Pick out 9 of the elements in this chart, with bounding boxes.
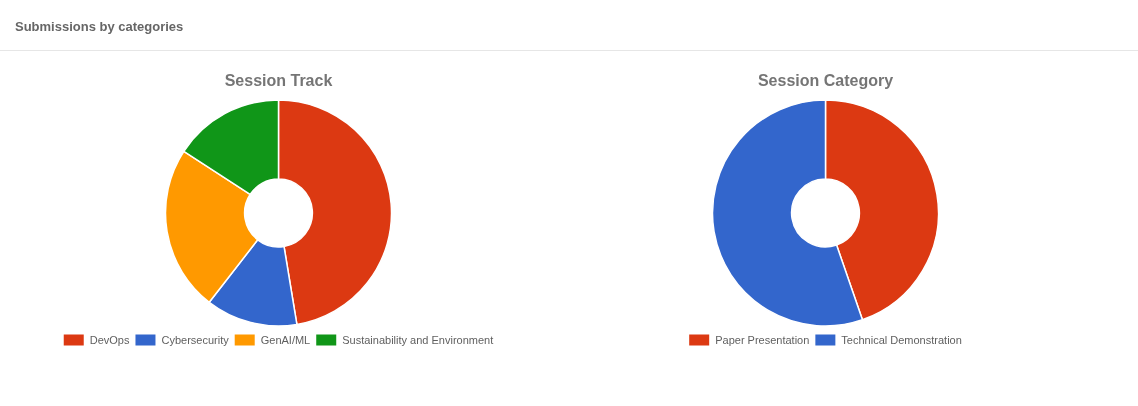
legend-label: DevOps [89,334,130,346]
legend-label: Paper Presentation [715,334,810,346]
chart-title: Session Track [224,72,333,89]
legend-label: Technical Demonstration [841,334,962,346]
legend-label: Sustainability and Environment [342,334,494,346]
legend-label: GenAI/ML [260,334,311,346]
chart-title: Session Category [757,72,894,89]
legend-label: Cybersecurity [161,334,230,346]
text: Submissions by categories [15,19,184,34]
